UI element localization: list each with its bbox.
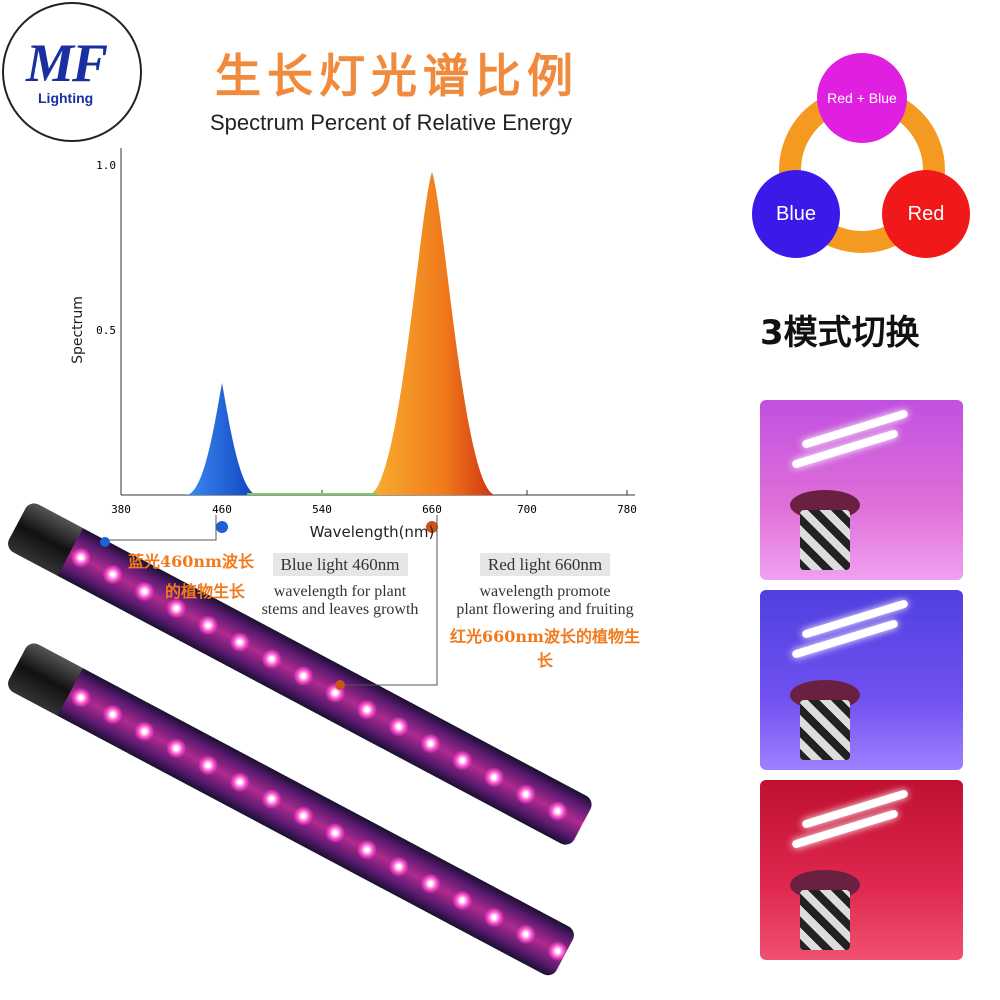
blue-light-title: Blue light 460nm (272, 553, 408, 576)
x-tick-label: 540 (312, 503, 332, 516)
blue-peak (186, 382, 258, 495)
led-strip (65, 683, 570, 964)
page-title: 生长灯光谱比例 (215, 49, 579, 103)
x-axis-label: Wavelength(nm) (310, 523, 435, 540)
modes-caption: 3模式切换 (760, 313, 920, 353)
red-cn-label: 红光660nm波长的植物生长 (450, 627, 640, 670)
red-light-title: Red light 660nm (479, 553, 611, 576)
chart-title: Spectrum Percent of Relative Energy (210, 110, 572, 135)
blue-cn-label-1: 蓝光460nm波长 (128, 552, 254, 571)
blue-marker (216, 521, 228, 533)
y-axis-label: Spectrum (70, 296, 86, 364)
x-tick-label: 660 (422, 503, 442, 516)
mode-blue: Blue (752, 170, 840, 258)
spectrum-chart: 380 460 540 660 700 780 0.5 1.0 Spectrum Wavele… (70, 148, 637, 540)
logo-text: MF (26, 33, 108, 93)
y-tick-label: 1.0 (96, 159, 116, 172)
y-tick-label: 0.5 (96, 324, 116, 337)
photo-blue-mode (760, 590, 963, 770)
red-desc-2: plant flowering and fruiting (456, 601, 634, 618)
x-tick-label: 780 (617, 503, 637, 516)
mode-red-blue: Red + Blue (817, 53, 907, 143)
blue-desc-2: stems and leaves growth (261, 601, 419, 618)
x-tick-label: 700 (517, 503, 537, 516)
photo-red-mode (760, 780, 963, 960)
blue-cn-label-2: 的植物生长 (165, 582, 246, 601)
brand-logo: MF Lighting (2, 2, 142, 142)
end-cap (4, 640, 83, 716)
mode-red: Red (882, 170, 970, 258)
x-tick-label: 380 (111, 503, 131, 516)
red-peak (368, 171, 496, 495)
red-desc-1: wavelength promote (479, 583, 611, 600)
photo-red-blue-mode (760, 400, 963, 580)
blue-desc-1: wavelength for plant (273, 583, 407, 600)
x-tick-label: 460 (212, 503, 232, 516)
logo-subtext: Lighting (38, 90, 94, 106)
